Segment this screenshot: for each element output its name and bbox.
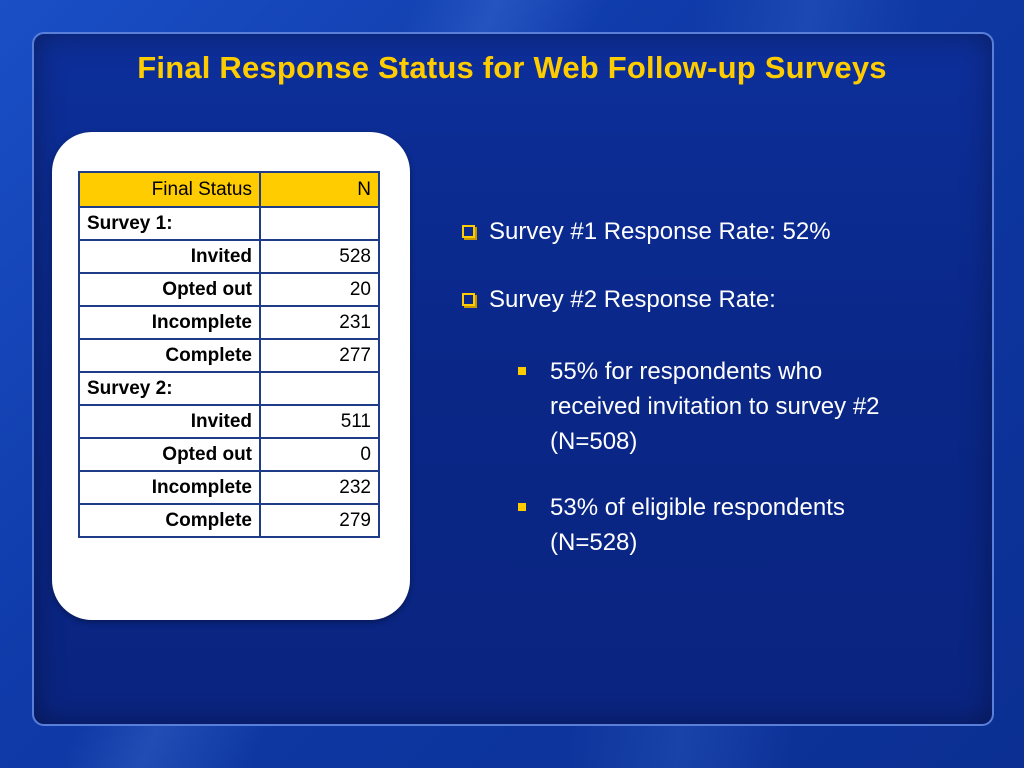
row-status: Opted out [78,272,261,307]
table-header-row: Final Status N [78,171,380,208]
table-row: Complete 279 [78,503,380,538]
section-label-survey-1: Survey 1: [78,206,261,241]
sub-bullet-item: 55% for respondents who received invitat… [518,354,898,459]
section-row-survey-1: Survey 1: [78,206,380,241]
checkbox-bullet-icon [462,225,475,238]
table-row: Incomplete 231 [78,305,380,340]
section-empty-cell [259,371,380,406]
square-bullet-icon [518,367,526,375]
row-n: 231 [259,305,380,340]
sub-bullet-text: 55% for respondents who received invitat… [550,358,880,455]
header-final-status: Final Status [78,171,261,208]
section-label-survey-2: Survey 2: [78,371,261,406]
sub-bullet-item: 53% of eligible respondents (N=528) [518,490,898,560]
row-n: 511 [259,404,380,439]
row-status: Invited [78,404,261,439]
slide-title: Final Response Status for Web Follow-up … [137,50,887,85]
response-status-table: Final Status N Survey 1: Invited 528 Opt… [78,171,380,538]
table-row: Opted out 20 [78,272,380,307]
sub-bullet-text: 53% of eligible respondents (N=528) [550,494,845,556]
row-status: Incomplete [78,305,261,340]
row-n: 279 [259,503,380,538]
row-status: Complete [78,338,261,373]
row-status: Complete [78,503,261,538]
row-n: 277 [259,338,380,373]
row-n: 0 [259,437,380,472]
section-empty-cell [259,206,380,241]
table-row: Incomplete 232 [78,470,380,505]
bullet-item: Survey #1 Response Rate: 52% [462,218,831,246]
row-n: 528 [259,239,380,274]
square-bullet-icon [518,503,526,511]
row-status: Incomplete [78,470,261,505]
row-n: 20 [259,272,380,307]
row-status: Invited [78,239,261,274]
section-row-survey-2: Survey 2: [78,371,380,406]
table-row: Opted out 0 [78,437,380,472]
table-row: Invited 528 [78,239,380,274]
table-row: Invited 511 [78,404,380,439]
checkbox-bullet-icon [462,293,475,306]
row-status: Opted out [78,437,261,472]
bullet-item: Survey #2 Response Rate: [462,286,776,314]
row-n: 232 [259,470,380,505]
table-row: Complete 277 [78,338,380,373]
bullet-text: Survey #2 Response Rate: [489,286,776,313]
header-n: N [259,171,380,208]
bullet-text: Survey #1 Response Rate: 52% [489,218,831,245]
